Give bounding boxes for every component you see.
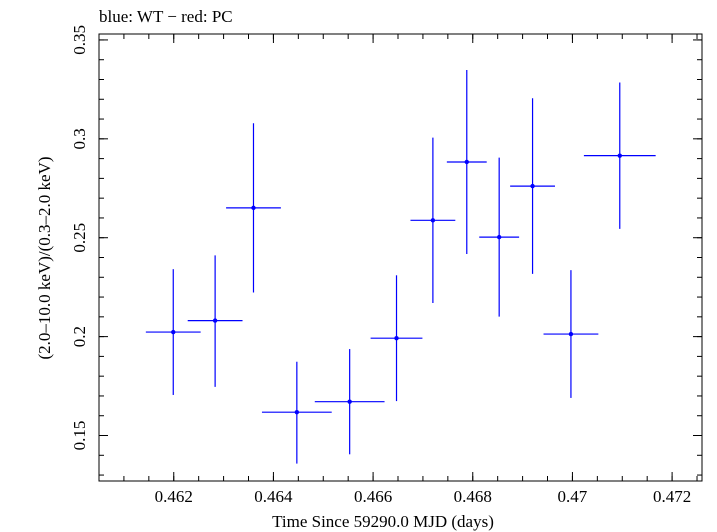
x-tick-label: 0.466 <box>354 487 392 506</box>
data-point <box>394 335 399 341</box>
x-tick-label: 0.47 <box>558 487 588 506</box>
y-tick-label: 0.2 <box>70 326 89 347</box>
y-tick-label: 0.25 <box>70 223 89 253</box>
data-point <box>430 218 436 223</box>
x-tick-label: 0.472 <box>653 487 691 506</box>
data-point <box>347 399 352 404</box>
y-tick-label: 0.15 <box>70 421 89 451</box>
data-point <box>496 234 502 240</box>
plot-axes: 0.462 0.464 0.466 0.468 0.47 0.472 0.15 0.2 0.25… <box>70 25 703 506</box>
data-point <box>171 329 176 335</box>
data-point <box>251 205 256 211</box>
plot-frame <box>98 33 703 482</box>
y-tick-label: 0.35 <box>70 25 89 55</box>
data-point <box>212 318 218 323</box>
data-point <box>294 409 300 415</box>
data-point <box>464 159 469 165</box>
y-tick-label: 0.3 <box>70 128 89 149</box>
data-point <box>617 153 622 158</box>
y-axis-label: (2.0–10.0 keV)/(0.3–2.0 keV) <box>35 156 54 359</box>
x-tick-label: 0.462 <box>155 487 193 506</box>
x-tick-label: 0.468 <box>454 487 492 506</box>
chart-title: blue: WT − red: PC <box>99 7 233 26</box>
data-point <box>530 183 535 189</box>
x-axis-label: Time Since 59290.0 MJD (days) <box>272 512 494 531</box>
data-point <box>568 331 574 337</box>
data-series-wt <box>145 69 656 464</box>
x-tick-label: 0.464 <box>254 487 293 506</box>
